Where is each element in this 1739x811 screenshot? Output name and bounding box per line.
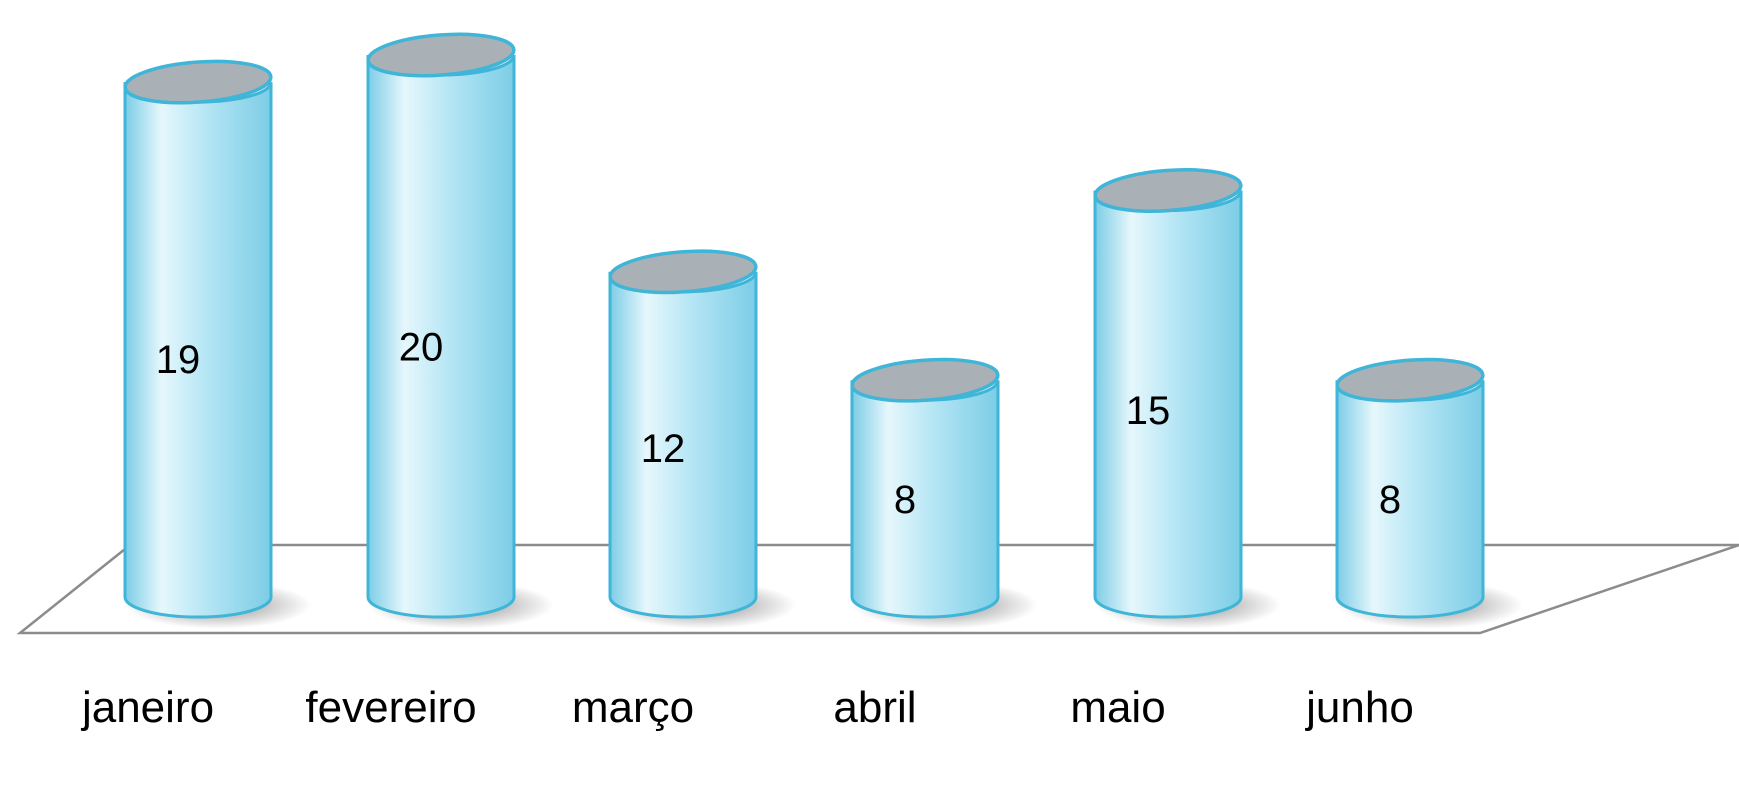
value-label: 8 [1379, 478, 1401, 522]
bar-top [1093, 168, 1243, 213]
bar-junho: 8 [1335, 357, 1523, 629]
bar-top [1335, 357, 1485, 403]
value-label: 19 [156, 338, 201, 382]
bar-body [1335, 379, 1485, 619]
bar-fevereiro: 20 [366, 32, 554, 629]
category-label: maio [1070, 683, 1165, 732]
value-label: 15 [1126, 389, 1171, 433]
bar-maio: 15 [1093, 168, 1281, 629]
bar-abril: 8 [850, 357, 1038, 629]
bar-top [123, 59, 273, 105]
value-label: 8 [894, 478, 916, 522]
bar-body [850, 379, 1000, 619]
bars-layer: 19 20 12 8 15 8 [123, 32, 1523, 629]
category-label: abril [833, 683, 916, 732]
category-labels: janeiro fevereiro março abril maio junho [80, 683, 1414, 732]
value-label: 20 [399, 325, 444, 369]
value-label: 12 [641, 427, 686, 471]
bar-janeiro: 19 [123, 59, 311, 629]
category-label: fevereiro [305, 683, 476, 732]
bar-top [608, 249, 758, 295]
category-label: janeiro [80, 683, 214, 732]
bar-top [850, 357, 1000, 403]
category-label: junho [1304, 683, 1414, 732]
bar-top [366, 32, 516, 78]
bar-marco: 12 [608, 249, 796, 629]
category-label: março [572, 683, 694, 732]
